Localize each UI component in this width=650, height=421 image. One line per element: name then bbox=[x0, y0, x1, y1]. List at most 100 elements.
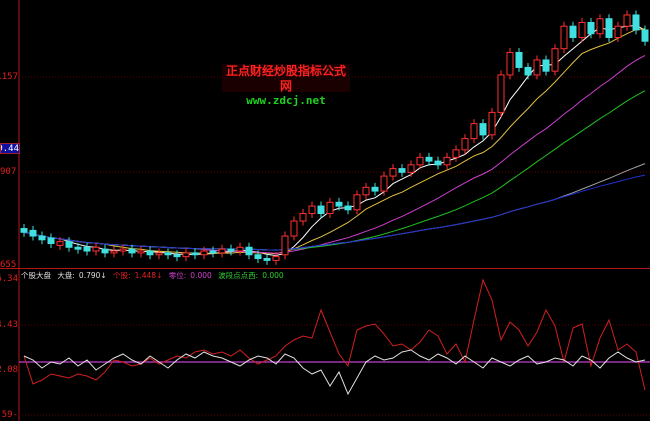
candle bbox=[200, 246, 208, 260]
candle-body bbox=[146, 250, 154, 256]
candle bbox=[425, 152, 433, 166]
candle bbox=[209, 246, 217, 258]
candle bbox=[272, 252, 280, 265]
candle-body bbox=[533, 59, 541, 76]
indicator-tick-label: 6.34 bbox=[0, 274, 18, 284]
candle bbox=[605, 14, 613, 42]
candle-body bbox=[326, 201, 334, 215]
candle-body bbox=[542, 59, 550, 72]
candle bbox=[515, 47, 523, 72]
candle-body bbox=[398, 168, 406, 173]
candle bbox=[344, 201, 352, 215]
legend-zero-label: 零位: bbox=[168, 271, 187, 280]
candle bbox=[119, 244, 127, 256]
candle-body bbox=[236, 246, 244, 252]
candle-body bbox=[524, 66, 532, 76]
ma60-line bbox=[23, 163, 646, 251]
candle-body bbox=[344, 205, 352, 211]
candle-body bbox=[191, 252, 199, 256]
candle-body bbox=[299, 213, 307, 222]
candle bbox=[326, 197, 334, 219]
candle bbox=[92, 242, 100, 256]
candle-body bbox=[38, 235, 46, 241]
candle-body bbox=[416, 156, 424, 166]
candle bbox=[380, 171, 388, 196]
candle bbox=[317, 201, 325, 219]
candle bbox=[632, 10, 640, 35]
candle bbox=[245, 242, 253, 260]
candle bbox=[506, 47, 514, 80]
candle bbox=[74, 242, 82, 254]
candle-body bbox=[101, 248, 109, 254]
candle-body bbox=[632, 14, 640, 31]
candle bbox=[173, 250, 181, 262]
ma10-line bbox=[23, 28, 646, 255]
candle-body bbox=[425, 156, 433, 162]
candle-body bbox=[380, 175, 388, 192]
candle bbox=[461, 134, 469, 155]
candle-body bbox=[407, 164, 415, 173]
candle bbox=[497, 70, 505, 117]
candle bbox=[443, 152, 451, 170]
indicator-tick-label: 4.43 bbox=[0, 320, 18, 330]
candle-body bbox=[263, 258, 271, 261]
candle-body bbox=[200, 250, 208, 256]
candle-body bbox=[560, 25, 568, 50]
candle-body bbox=[272, 256, 280, 261]
candle-body bbox=[506, 51, 514, 76]
dapan-line bbox=[23, 349, 646, 396]
candle-body bbox=[137, 250, 145, 254]
gegu-line bbox=[23, 278, 646, 391]
candle-body bbox=[623, 14, 631, 27]
candle-body bbox=[227, 248, 235, 252]
watermark-title: 正点财经炒股指标公式网 bbox=[225, 64, 346, 93]
candle-body bbox=[65, 241, 73, 248]
indicator-legend: 个股大盘 大盘: 0.790↓ 个股: 1.448↓ 零位: 0.000 波段点点西:… bbox=[21, 271, 288, 281]
legend-dapan-value: 0.790↓ bbox=[78, 271, 107, 280]
candle-body bbox=[353, 194, 361, 211]
candle bbox=[353, 190, 361, 215]
legend-dapan-label: 大盘: bbox=[57, 271, 75, 280]
candle-body bbox=[290, 220, 298, 237]
candle bbox=[551, 44, 559, 76]
candle bbox=[434, 156, 442, 170]
candle-body bbox=[209, 250, 217, 254]
candle bbox=[623, 10, 631, 31]
candle-body bbox=[362, 186, 370, 196]
price-tick-label: 655 bbox=[0, 260, 17, 270]
candle-body bbox=[74, 246, 82, 250]
candle-body bbox=[56, 241, 64, 246]
candle-body bbox=[173, 254, 181, 258]
candle-body bbox=[155, 252, 163, 256]
candle-body bbox=[569, 25, 577, 38]
candle bbox=[29, 225, 37, 241]
candle-body bbox=[335, 201, 343, 207]
candle-body bbox=[245, 246, 253, 256]
ma120-line bbox=[23, 174, 646, 251]
current-price-label: 9.44 bbox=[0, 143, 20, 154]
candle bbox=[398, 164, 406, 177]
candle bbox=[362, 182, 370, 200]
price-tick-label: 907 bbox=[0, 167, 17, 177]
candle-body bbox=[92, 246, 100, 252]
candle-body bbox=[254, 254, 262, 260]
candle bbox=[128, 244, 136, 258]
candle bbox=[164, 248, 172, 260]
candle-body bbox=[317, 205, 325, 215]
candle bbox=[596, 14, 604, 39]
candle-body bbox=[605, 18, 613, 38]
candle bbox=[389, 164, 397, 181]
indicator-tick-label: 2.08 bbox=[0, 365, 18, 375]
candle bbox=[524, 62, 532, 80]
candle bbox=[227, 244, 235, 256]
candle bbox=[479, 119, 487, 140]
ma30-line bbox=[23, 90, 646, 251]
candle bbox=[416, 152, 424, 170]
watermark: 正点财经炒股指标公式网 www.zdcj.net bbox=[222, 64, 350, 107]
candle-body bbox=[20, 228, 28, 233]
candle-body bbox=[479, 123, 487, 136]
candle-body bbox=[47, 237, 55, 245]
candle bbox=[110, 246, 118, 258]
indicator-lines bbox=[19, 278, 650, 396]
